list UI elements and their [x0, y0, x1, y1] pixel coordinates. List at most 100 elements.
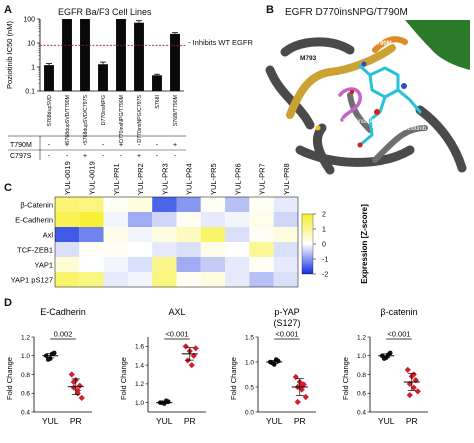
heatmap-cell [176, 257, 201, 272]
heatmap-cell [225, 257, 250, 272]
p-value-label: <0.001 [165, 330, 188, 339]
heatmap-cell [176, 227, 201, 242]
x-category-label: S768dupSVD/C797S [83, 94, 89, 143]
dot-plot-ytick-label: 0.5 [245, 384, 254, 391]
heatmap-cell [200, 257, 226, 272]
heatmap-column-label: YUL-PR6 [233, 163, 242, 195]
dot-plot-ylabel: Fold Change [5, 357, 14, 400]
bar [98, 64, 108, 91]
dot-plot-ytick-label: 1.0 [21, 353, 30, 360]
heatmap-cell [152, 257, 177, 272]
dot-plot: E-Cadherin 0.4 0.6 0.8 1.0 1.2 Fold Change YUL P… [5, 307, 92, 426]
pr-point [192, 345, 199, 352]
p-loop-region [405, 20, 470, 70]
x-category-label: S768dupSVD [47, 95, 53, 127]
threshold-label: - Inhibits WT EGFR [188, 38, 253, 47]
dot-plot-ytick-label: 1.6 [135, 344, 144, 351]
heatmap-cell [127, 242, 153, 257]
heatmap-cell [103, 272, 128, 287]
heatmap-cell [127, 272, 153, 287]
heatmap-cell [225, 272, 250, 287]
dot-plot-category-label: YUL [42, 416, 59, 426]
heatmap-cell [200, 197, 226, 212]
heatmap-cell [273, 227, 298, 242]
heatmap-cell [225, 227, 250, 242]
panel-a-chart: 0.1 1 10 100 Poziotinib IC50 (nM) S768dupSV… [5, 17, 186, 160]
x-category-label: S768dupSVD/T790M [65, 95, 71, 144]
heatmap-cell [152, 272, 177, 287]
label-m793: M793 [300, 55, 317, 62]
panel-a-ylabel: Poziotinib IC50 (nM) [5, 21, 14, 89]
colorbar-tick-label: -2 [322, 272, 328, 279]
yul-point [385, 352, 391, 358]
bar [170, 33, 180, 91]
bar [134, 22, 144, 91]
colorbar-tick-label: 2 [322, 212, 326, 219]
heatmap-cell [273, 272, 298, 287]
heatmap-cell [249, 242, 274, 257]
table-cell-c797s: + [83, 153, 87, 160]
heatmap-cell [200, 227, 226, 242]
table-cell-t790m: + [65, 142, 69, 149]
dot-plot-title: E-Cadherin [40, 307, 86, 317]
yul-point [45, 357, 51, 362]
panel-c-letter: C [4, 182, 12, 194]
heatmap-row-label: YAP1 [34, 261, 53, 270]
heatmap-cell [176, 197, 201, 212]
table-cell-c797s: - [48, 153, 51, 160]
dot-plot-category-label: PR [70, 416, 82, 426]
heatmap-cell [273, 242, 298, 257]
bar [80, 19, 90, 91]
heatmap-cell [249, 227, 274, 242]
colorbar-tick-label: 0 [322, 242, 326, 249]
bar [62, 19, 72, 91]
pr-point [298, 381, 305, 388]
heatmap-row-label: YAP1 pS127 [11, 276, 53, 285]
dot-plot-ytick-label: 0.8 [357, 372, 366, 379]
heatmap-cell [225, 197, 250, 212]
dot-plot-title: p-YAP [274, 307, 299, 317]
x-category-label: D770insNPG [101, 95, 107, 125]
heatmap-cell [176, 242, 201, 257]
dot-plot-ytick-label: 1.2 [21, 334, 30, 341]
table-row-t790m-label: T790M [10, 142, 32, 149]
table-cell-c797s: - [174, 153, 177, 160]
table-cell-t790m: - [48, 142, 51, 149]
dot-plot-ytick-label: 1.4 [135, 362, 144, 369]
panel-d-plots: E-Cadherin 0.4 0.6 0.8 1.0 1.2 Fold Change YUL P… [5, 307, 428, 426]
heatmap-cell [103, 257, 128, 272]
heatmap-cell [152, 227, 177, 242]
dot-plot: β-catenin 0.4 0.6 0.8 1.0 1.2 Fold Change YUL PR… [341, 307, 428, 426]
heatmap-cell [176, 212, 201, 227]
label-t790m: T790M [373, 41, 392, 47]
dot-plot-title-line2: (S127) [273, 318, 300, 328]
heatmap-cell [55, 197, 80, 212]
dot-plot-ytick-label: 0.6 [357, 391, 366, 398]
heatmap-cell [225, 212, 250, 227]
label-p-loop: P-loop [428, 68, 446, 74]
dot-plot-ylabel: Fold Change [119, 357, 128, 400]
colorbar-label: Expression [Z-score] [360, 204, 369, 284]
heatmap-row-label: TCF-ZEB1 [17, 246, 53, 255]
heatmap-column-label: YUL-PR1 [112, 163, 121, 195]
table-cell-c797s: - [156, 153, 159, 160]
insertion-loop [338, 87, 362, 122]
dot-plot-ytick-label: 1.0 [357, 353, 366, 360]
pr-point [292, 373, 299, 381]
heatmap-cell [225, 242, 250, 257]
dot-plot-ylabel: Fold Change [341, 357, 350, 400]
yul-point [269, 360, 275, 366]
table-cell-c797s: - [102, 153, 105, 160]
heatmap-cell [200, 272, 226, 287]
heatmap-column-label: YUL-PR3 [160, 163, 169, 195]
heatmap-cell [176, 272, 201, 287]
heatmap-cell [152, 197, 177, 212]
dot-plot-ylabel: Fold Change [229, 357, 238, 400]
x-category-label: S768I [155, 95, 161, 109]
colorbar [301, 213, 314, 275]
bar [152, 75, 162, 91]
heatmap-cell [103, 212, 128, 227]
label-c797: C797 [296, 136, 311, 142]
heatmap-cell [55, 257, 80, 272]
